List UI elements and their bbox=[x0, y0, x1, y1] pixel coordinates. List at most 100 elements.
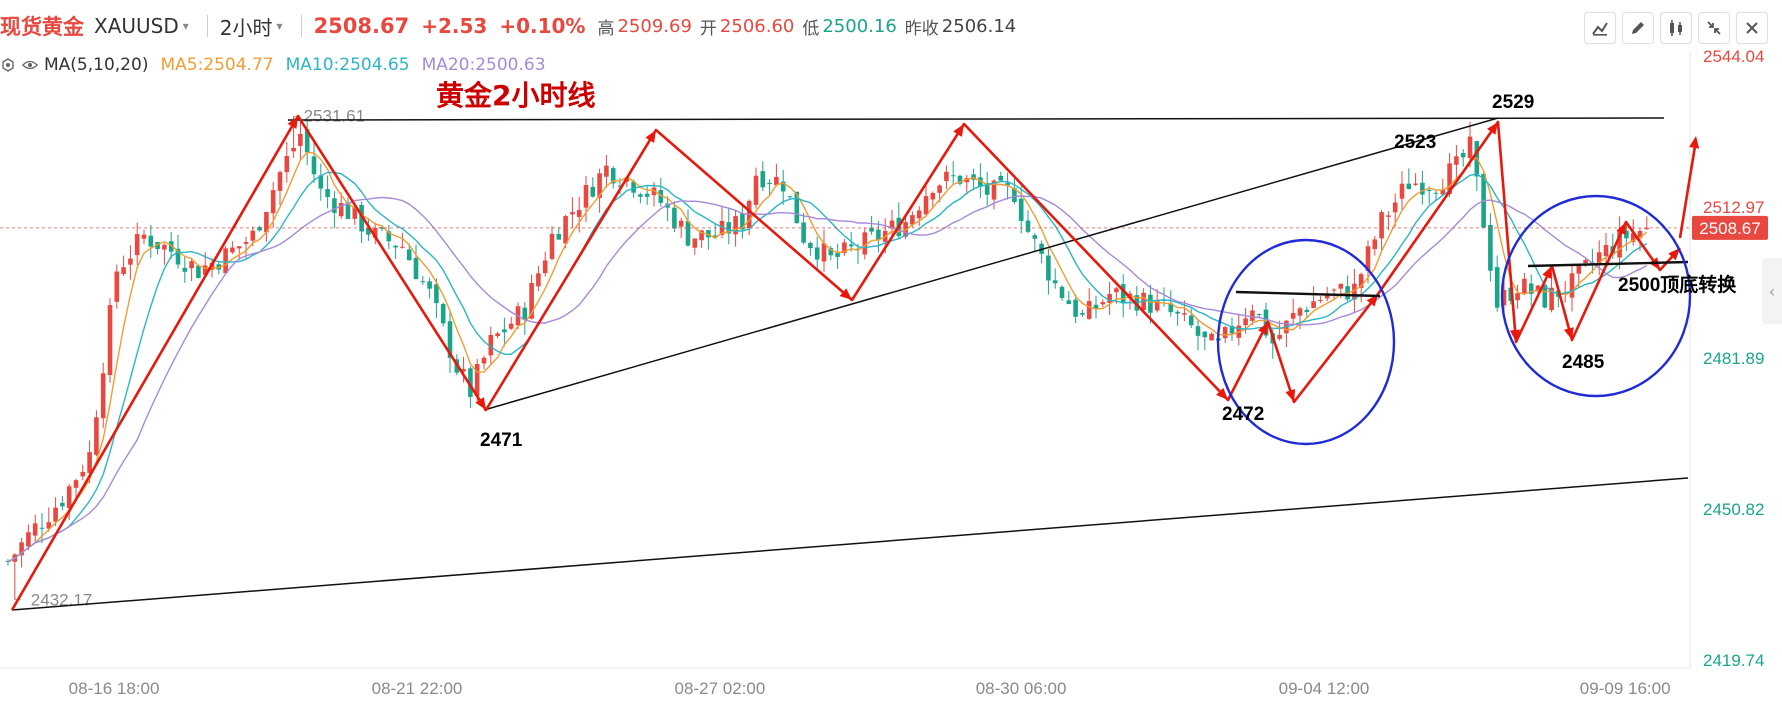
collapse-icon[interactable] bbox=[1698, 12, 1730, 44]
candle-body bbox=[576, 210, 582, 217]
chart-toolbar bbox=[1584, 12, 1768, 44]
candle-body bbox=[338, 202, 344, 217]
candle-body bbox=[304, 129, 310, 153]
candle-body bbox=[243, 242, 249, 244]
draw-pen-icon[interactable] bbox=[1622, 12, 1654, 44]
candle-body bbox=[434, 284, 439, 304]
chevron-left-icon[interactable]: ‹ bbox=[1762, 258, 1782, 324]
candle-body bbox=[1175, 311, 1180, 314]
candle-body bbox=[345, 202, 351, 219]
settings-icon[interactable] bbox=[0, 57, 16, 73]
candle-body bbox=[114, 271, 120, 302]
candle-body bbox=[964, 177, 970, 183]
candle-body bbox=[1012, 188, 1017, 203]
candle-body bbox=[461, 369, 466, 372]
candle-body bbox=[100, 373, 106, 419]
chart-type-icon[interactable] bbox=[1584, 12, 1616, 44]
candle-body bbox=[1338, 283, 1344, 289]
candle-body bbox=[1229, 325, 1235, 334]
candle-body bbox=[862, 232, 868, 255]
annotation-title: 黄金2小时线 bbox=[436, 79, 595, 112]
visibility-eye-icon[interactable] bbox=[22, 57, 38, 73]
candle-body bbox=[610, 168, 616, 184]
candle-body bbox=[359, 205, 364, 232]
symbol-name[interactable]: 现货黄金 bbox=[0, 15, 84, 39]
candle-body bbox=[155, 242, 160, 249]
current-price-tag bbox=[1692, 215, 1768, 240]
arrowhead-icon bbox=[287, 116, 298, 129]
close-icon[interactable] bbox=[1736, 12, 1768, 44]
arrowhead-icon bbox=[1216, 387, 1228, 400]
candle-body bbox=[706, 230, 711, 238]
ma-params[interactable]: MA(5,10,20) bbox=[44, 55, 149, 75]
period-selector[interactable]: 2小时 bbox=[219, 15, 273, 40]
candle-body bbox=[712, 235, 718, 238]
candle-body bbox=[1256, 313, 1262, 315]
candle-body bbox=[842, 242, 847, 254]
y-tick-label: 2450.82 bbox=[1703, 500, 1764, 519]
candle-body bbox=[284, 155, 290, 173]
candle-body bbox=[175, 248, 181, 265]
x-tick-label: 08-21 22:00 bbox=[372, 679, 463, 698]
candle-body bbox=[468, 368, 473, 397]
candle-body bbox=[19, 542, 24, 556]
candle-body bbox=[1542, 284, 1548, 308]
candle-body bbox=[753, 175, 759, 205]
candle-body bbox=[1324, 294, 1330, 299]
candle-body bbox=[1440, 189, 1446, 195]
candle-body bbox=[1005, 182, 1010, 186]
candle-body bbox=[991, 180, 997, 200]
candle-body bbox=[1182, 313, 1187, 315]
candle-body bbox=[1603, 244, 1609, 257]
candle-body bbox=[1454, 156, 1459, 165]
symbol-code[interactable]: XAUUSD bbox=[94, 14, 179, 38]
candle-body bbox=[835, 252, 840, 257]
candle-body bbox=[1352, 283, 1357, 300]
candle-body bbox=[1583, 260, 1588, 264]
candle-body bbox=[590, 186, 596, 197]
candle-body bbox=[189, 261, 194, 269]
x-tick-label: 08-30 06:00 bbox=[976, 679, 1067, 698]
annotation-point-label: 2472 bbox=[1222, 404, 1264, 425]
x-tick-label: 09-09 16:00 bbox=[1580, 679, 1671, 698]
candle-body bbox=[1617, 230, 1622, 258]
candle-body bbox=[780, 181, 786, 192]
candle-body bbox=[182, 267, 188, 272]
candle-body bbox=[1644, 227, 1650, 229]
low-value: 2500.16 bbox=[822, 15, 897, 37]
candle-body bbox=[937, 185, 942, 193]
candle-body bbox=[1052, 280, 1058, 284]
candle-body bbox=[1107, 294, 1112, 303]
candle-body bbox=[685, 221, 691, 246]
candle-body bbox=[1154, 299, 1160, 311]
arrowhead-icon bbox=[839, 288, 852, 300]
candle-body bbox=[1399, 183, 1405, 199]
candle-body bbox=[1277, 334, 1282, 339]
candle-body bbox=[808, 242, 813, 249]
candle-body bbox=[26, 532, 31, 547]
candle-body bbox=[1637, 231, 1643, 239]
candle-body bbox=[196, 265, 201, 279]
candle-body bbox=[570, 212, 575, 215]
candle-body bbox=[393, 245, 398, 248]
candle-body bbox=[733, 216, 738, 235]
indicator-icon[interactable] bbox=[1660, 12, 1692, 44]
period-dropdown-icon[interactable]: ▾ bbox=[276, 19, 283, 33]
symbol-dropdown-icon[interactable]: ▾ bbox=[182, 19, 189, 33]
candle-body bbox=[876, 229, 881, 240]
candle-body bbox=[617, 185, 623, 187]
candle-body bbox=[1535, 285, 1541, 291]
arrowhead-icon bbox=[1258, 322, 1268, 335]
candle-body bbox=[1358, 274, 1364, 288]
candle-body bbox=[1596, 252, 1602, 265]
candle-body bbox=[821, 243, 827, 262]
ma20-line bbox=[7, 195, 1648, 563]
candle-body bbox=[1168, 303, 1174, 313]
arrowhead-icon bbox=[1616, 222, 1626, 235]
candle-body bbox=[1515, 293, 1520, 301]
neckline-1 bbox=[1235, 290, 1381, 298]
arrowhead-icon bbox=[1542, 266, 1552, 279]
candle-body bbox=[46, 522, 52, 529]
candle-body bbox=[400, 246, 405, 248]
